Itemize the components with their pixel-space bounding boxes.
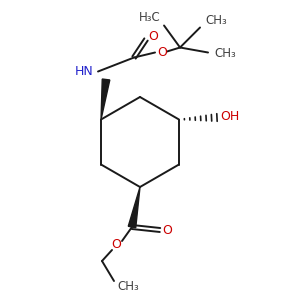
Text: OH: OH [220,110,240,123]
Text: O: O [111,238,121,251]
Text: O: O [157,46,167,59]
Text: O: O [148,30,158,43]
Text: H₃C: H₃C [139,11,161,24]
Text: CH₃: CH₃ [205,14,227,27]
Polygon shape [128,187,140,228]
Text: HN: HN [75,65,93,78]
Polygon shape [101,79,110,119]
Text: CH₃: CH₃ [117,280,139,292]
Text: CH₃: CH₃ [214,47,236,60]
Text: O: O [162,224,172,238]
